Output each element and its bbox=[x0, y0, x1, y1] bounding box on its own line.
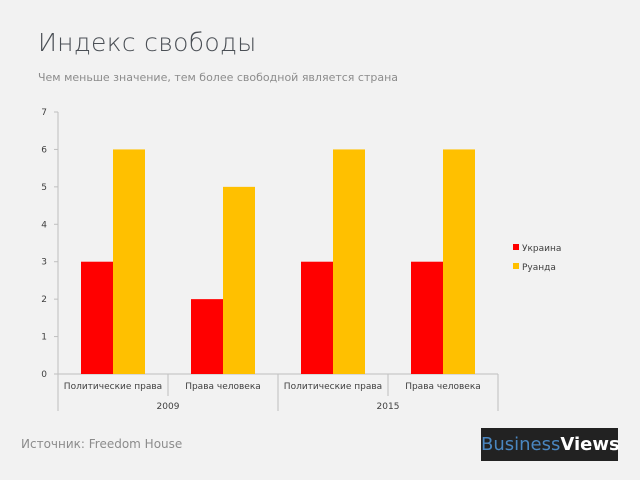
source-note: Источник: Freedom House bbox=[21, 437, 183, 451]
y-tick-label: 6 bbox=[41, 145, 47, 155]
group-label: 2015 bbox=[377, 402, 400, 412]
bar-ukraine bbox=[411, 261, 443, 374]
legend-label: Украина bbox=[522, 244, 561, 254]
category-label: Права человека bbox=[405, 382, 481, 392]
y-tick-label: 5 bbox=[41, 183, 47, 193]
chart-title: Индекс свободы bbox=[38, 28, 257, 57]
y-tick-label: 1 bbox=[41, 333, 47, 343]
chart-subtitle: Чем меньше значение, тем более свободной… bbox=[38, 71, 399, 84]
category-label: Политические права bbox=[284, 382, 382, 392]
y-tick-label: 0 bbox=[41, 370, 47, 380]
legend-swatch bbox=[513, 244, 519, 250]
category-label: Права человека bbox=[185, 382, 261, 392]
bar-ukraine bbox=[301, 261, 333, 374]
y-tick-label: 7 bbox=[41, 108, 47, 118]
bar-ukraine bbox=[191, 299, 223, 374]
y-tick-label: 4 bbox=[41, 220, 47, 230]
logo-part1: Business bbox=[481, 434, 561, 455]
y-tick-label: 3 bbox=[41, 258, 47, 268]
logo-part2: Views bbox=[560, 434, 620, 455]
bar-ukraine bbox=[81, 261, 113, 374]
category-label: Политические права bbox=[64, 382, 162, 392]
businessviews-logo: BusinessViews bbox=[481, 428, 620, 461]
group-label: 2009 bbox=[157, 402, 180, 412]
legend-label: Руанда bbox=[522, 263, 556, 273]
y-tick-label: 2 bbox=[41, 295, 47, 305]
bar-rwanda bbox=[333, 149, 365, 374]
bar-rwanda bbox=[113, 149, 145, 374]
bar-rwanda bbox=[223, 186, 255, 374]
bar-rwanda bbox=[443, 149, 475, 374]
legend-swatch bbox=[513, 263, 519, 269]
